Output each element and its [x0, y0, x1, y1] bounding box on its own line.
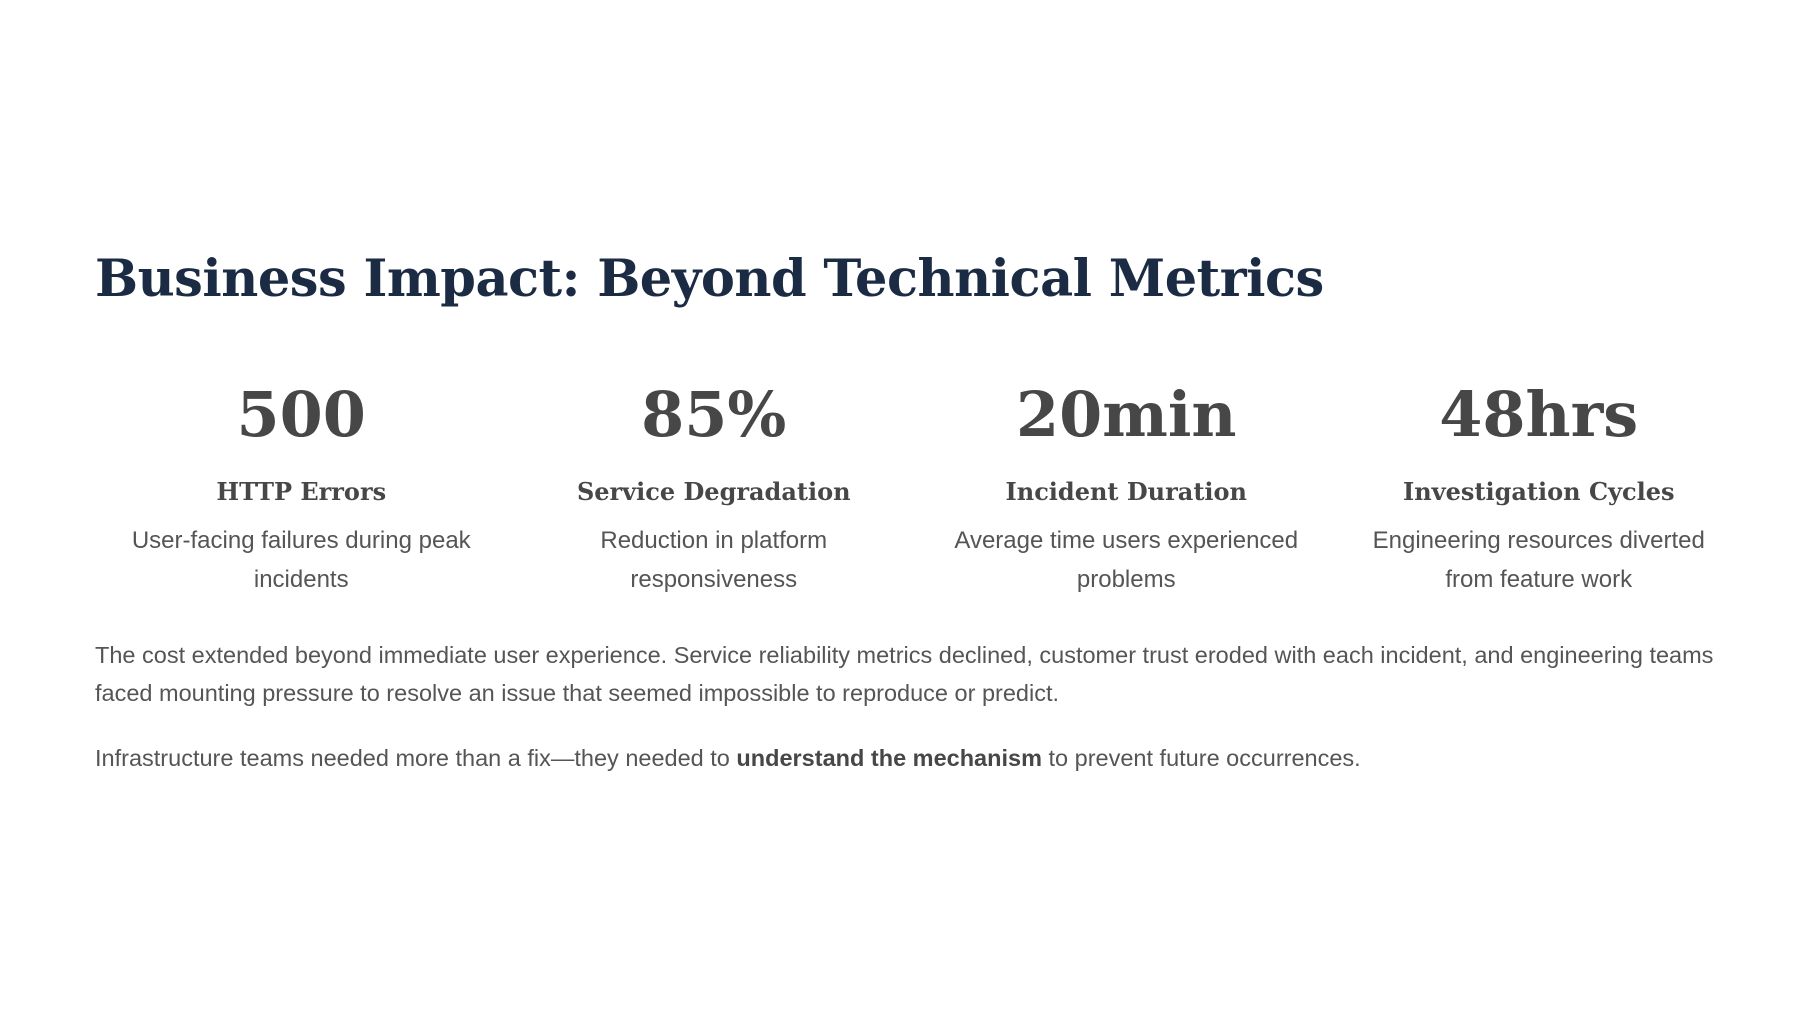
- stat-description: User-facing failures during peak inciden…: [131, 527, 471, 593]
- stat-description: Reduction in platform responsiveness: [600, 527, 828, 593]
- stat-http-errors: 500 HTTP Errors User-facing failures dur…: [95, 375, 508, 615]
- paragraph-text-before: Infrastructure teams needed more than a …: [95, 745, 737, 771]
- body-paragraph-cost: The cost extended beyond immediate user …: [95, 642, 1714, 706]
- stat-label: HTTP Errors: [216, 477, 387, 506]
- stat-label: Service Degradation: [576, 477, 851, 506]
- stat-value: 85%: [641, 378, 787, 451]
- paragraph-emphasis: understand the mechanism: [736, 745, 1042, 771]
- slide-title: Business Impact: Beyond Technical Metric…: [95, 249, 1324, 309]
- stat-service-degradation: 85% Service Degradation Reduction in pla…: [508, 375, 921, 615]
- stat-incident-duration: 20min Incident Duration Average time use…: [920, 375, 1333, 615]
- stat-value: 20min: [1015, 378, 1237, 451]
- stat-label: Incident Duration: [1005, 477, 1247, 506]
- stat-investigation-cycles: 48hrs Investigation Cycles Engineering r…: [1333, 375, 1746, 615]
- stat-label: Investigation Cycles: [1402, 477, 1675, 506]
- stat-description: Average time users experienced problems: [954, 527, 1299, 593]
- stat-description: Engineering resources diverted from feat…: [1372, 527, 1705, 593]
- stat-value: 500: [236, 378, 366, 451]
- paragraph-text-after: to prevent future occurrences.: [1041, 745, 1361, 771]
- stat-value: 48hrs: [1439, 378, 1639, 451]
- stats-row: 500 HTTP Errors User-facing failures dur…: [95, 375, 1745, 615]
- body-paragraph-mechanism: Infrastructure teams needed more than a …: [95, 739, 1735, 777]
